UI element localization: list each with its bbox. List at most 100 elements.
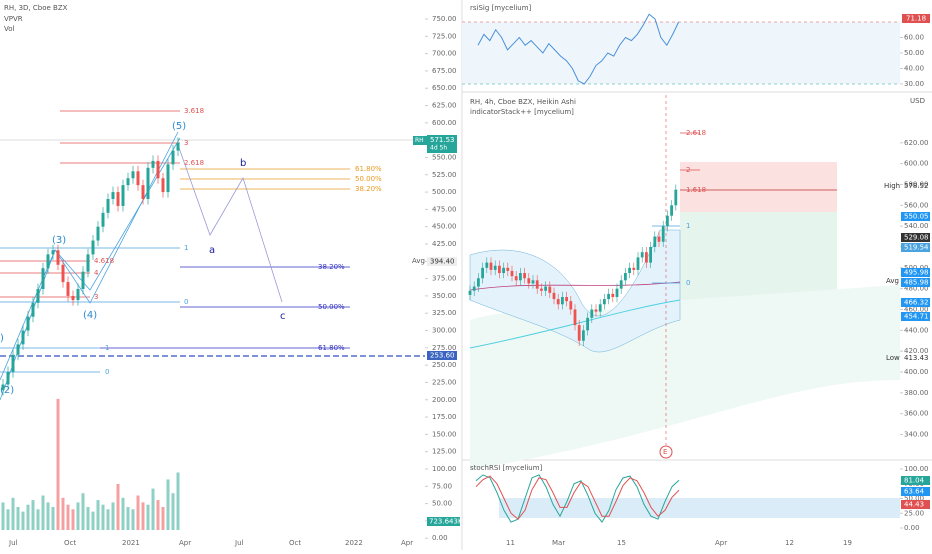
- candle: [594, 309, 598, 312]
- y-tick-label: 700.00: [432, 50, 457, 58]
- x-tick-label: Apr: [401, 539, 413, 547]
- candle: [674, 189, 678, 206]
- volume-bar: [51, 507, 55, 530]
- candle: [81, 271, 85, 289]
- candle: [506, 267, 510, 271]
- tag-bg: [427, 257, 457, 266]
- volume-bar: [66, 504, 70, 530]
- x-tick-label: 15: [617, 539, 626, 547]
- y-tick-label: 420.00: [904, 347, 929, 355]
- tag: High: [884, 182, 900, 190]
- x-tick-label: Jul: [234, 539, 244, 547]
- candle: [176, 142, 180, 151]
- candle: [561, 296, 564, 305]
- tag: 550.05: [904, 213, 929, 221]
- y-tick-label: 675.00: [432, 67, 457, 75]
- wave-labels: (5) (3) (4) (2) ) a b c: [0, 121, 286, 396]
- y-tick-label: 540.00: [904, 222, 929, 230]
- wave-label: (5): [172, 121, 186, 132]
- fib-label: 50.00%: [355, 175, 382, 183]
- wave-label: (2): [0, 385, 14, 396]
- y-tick-label: 500.00: [904, 264, 929, 272]
- candle: [116, 192, 120, 206]
- candle: [582, 330, 585, 341]
- fib-label: 2: [686, 166, 690, 174]
- volume-bar: [151, 488, 155, 530]
- candle: [552, 292, 556, 300]
- candle: [598, 304, 602, 312]
- candle: [91, 240, 95, 255]
- candle: [519, 273, 522, 281]
- x-tick-label: 2021: [122, 539, 140, 547]
- y-tick-label: 440.00: [904, 326, 929, 334]
- volume-bar: [6, 509, 10, 530]
- candle: [136, 171, 140, 186]
- y-tick-label: 580.00: [904, 180, 929, 188]
- volume-bar: [26, 504, 30, 530]
- volume-bar: [31, 500, 35, 530]
- candle: [632, 267, 636, 270]
- tag: 81.04: [904, 477, 925, 485]
- candle: [603, 299, 606, 305]
- candle: [481, 267, 484, 279]
- tag: 723.643K: [429, 518, 463, 526]
- candle: [624, 273, 627, 281]
- left-panel: [0, 0, 425, 550]
- bands: [469, 229, 681, 353]
- candle: [628, 267, 631, 274]
- candle: [468, 290, 472, 295]
- y-tick-label: 380.00: [904, 389, 929, 397]
- y-tick-label: 0.00: [432, 534, 448, 542]
- y-tick-label: 350.00: [432, 292, 457, 300]
- tag-bg: [901, 243, 930, 252]
- tag-bg: [901, 268, 930, 277]
- tag: 394.40: [430, 258, 455, 266]
- fib-label: 61.80%: [318, 344, 345, 352]
- tag: 578.52: [904, 182, 929, 190]
- y-tick-label: 50.00: [904, 495, 924, 503]
- candle: [156, 160, 160, 179]
- tag-bg: [901, 233, 930, 242]
- y-tick-label: 460.00: [904, 305, 929, 313]
- x-tick-label: 12: [785, 539, 794, 547]
- candle: [56, 250, 60, 265]
- rsi-band: [462, 22, 900, 84]
- y-tick-label: 100.00: [432, 465, 457, 473]
- stoch-line: [475, 474, 680, 523]
- tag: 571.53: [430, 136, 455, 144]
- candle: [151, 160, 155, 168]
- tag-bg: [901, 212, 930, 221]
- chart-header: RH, 3D, Cboe BZX: [4, 4, 68, 12]
- tag: Avg: [412, 257, 425, 265]
- candle: [46, 254, 50, 269]
- fib-label: 1: [686, 222, 690, 230]
- tag-bg: [901, 500, 930, 509]
- fib-label: 50.00%: [318, 303, 345, 311]
- candle: [493, 265, 497, 270]
- tag: 63.64: [904, 488, 925, 496]
- y-tick-label: 560.00: [904, 201, 929, 209]
- volume-bar: [146, 504, 150, 530]
- volume-bar: [86, 507, 90, 530]
- volume-bar: [161, 507, 165, 530]
- candle: [1, 384, 5, 391]
- y-tick-label: 480.00: [904, 285, 929, 293]
- volume-bar: [101, 504, 105, 530]
- x-tick-label: Apr: [179, 539, 191, 547]
- moving-average: [469, 281, 681, 291]
- candle: [590, 309, 594, 318]
- volume-bar: [156, 500, 160, 530]
- y-tick-label: 100.00: [904, 465, 929, 473]
- event-label: E: [663, 448, 667, 456]
- tag-bg: [901, 476, 930, 485]
- volume-bar: [111, 502, 115, 530]
- fib-label: 3: [94, 293, 98, 301]
- candle: [477, 278, 480, 287]
- x-tick-label: 11: [506, 539, 515, 547]
- candle: [556, 299, 560, 305]
- candle: [131, 171, 135, 179]
- candle: [670, 205, 673, 216]
- candle: [544, 286, 547, 291]
- candle: [111, 192, 115, 199]
